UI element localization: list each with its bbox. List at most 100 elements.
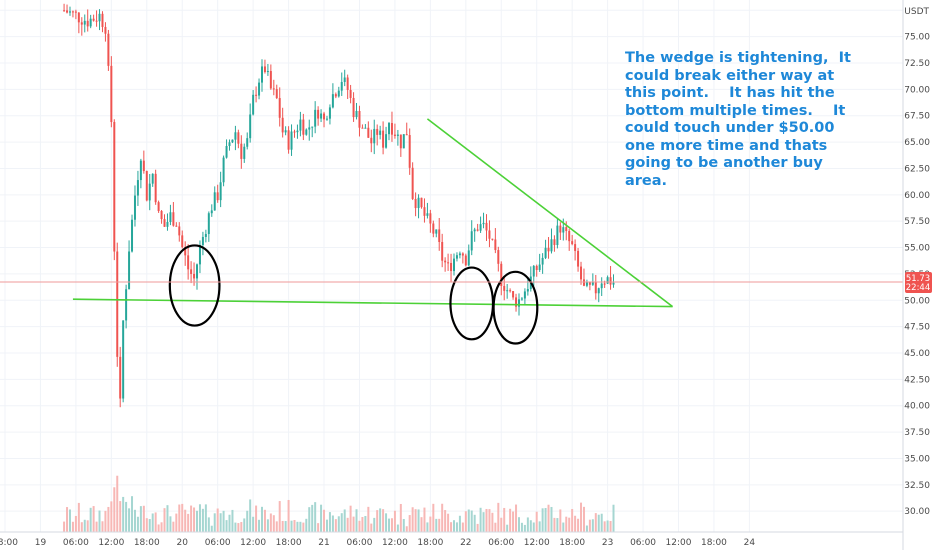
candle-body xyxy=(142,160,145,172)
candle-body xyxy=(467,250,470,266)
candle-body xyxy=(157,202,160,212)
volume-bar xyxy=(334,519,337,532)
volume-bar xyxy=(142,505,145,532)
volume-bar xyxy=(74,515,77,532)
volume-bar xyxy=(565,516,568,532)
volume-bar xyxy=(435,518,438,532)
volume-bar xyxy=(343,509,346,532)
volume-bar xyxy=(515,504,518,532)
x-tick-label: 12:00 xyxy=(524,538,550,548)
candle-body xyxy=(432,223,435,234)
y-tick-label: 72.50 xyxy=(904,59,930,69)
volume-bar xyxy=(133,509,136,532)
candle-body xyxy=(444,260,447,263)
volume-bar xyxy=(538,521,541,532)
y-tick-label: 32.50 xyxy=(904,481,930,491)
volume-bar xyxy=(577,518,580,532)
candle-body xyxy=(390,123,393,135)
x-tick-label: 22 xyxy=(460,538,471,548)
candle-body xyxy=(405,134,408,136)
candle-body xyxy=(385,134,388,148)
candle-body xyxy=(225,145,228,158)
volume-bar xyxy=(125,501,128,532)
volume-bar xyxy=(529,520,532,532)
candle-body xyxy=(453,258,455,272)
candle-body xyxy=(577,250,580,267)
candle-body xyxy=(547,247,550,252)
candle-body xyxy=(455,255,458,259)
candle-body xyxy=(101,13,104,27)
volume-bar xyxy=(458,515,461,532)
candle-body xyxy=(588,281,591,285)
candle-body xyxy=(517,299,520,307)
candle-body xyxy=(328,107,331,119)
y-tick-label: 55.00 xyxy=(904,244,930,254)
candle-body xyxy=(278,98,281,118)
candle-body xyxy=(249,114,252,139)
volume-bar xyxy=(302,522,305,532)
volume-bar xyxy=(311,504,314,532)
candle-body xyxy=(172,212,175,226)
volume-bar xyxy=(305,518,308,532)
candle-body xyxy=(175,225,178,227)
volume-bar xyxy=(506,524,509,532)
volume-bar xyxy=(184,509,187,532)
volume-bar xyxy=(385,513,388,532)
volume-bar xyxy=(222,510,225,532)
volume-bar xyxy=(497,502,500,532)
candle-body xyxy=(553,239,556,246)
candle-body xyxy=(240,143,243,159)
volume-bar xyxy=(119,501,122,532)
candle-body xyxy=(556,225,559,246)
candle-body xyxy=(92,18,95,21)
volume-bar xyxy=(263,509,266,532)
candle-body xyxy=(266,71,269,73)
volume-bar xyxy=(444,510,447,532)
candle-body xyxy=(500,263,503,286)
candle-body xyxy=(571,241,574,245)
candle-body xyxy=(435,229,438,234)
y-tick-label: 60.00 xyxy=(904,191,930,201)
volume-bar xyxy=(464,511,467,532)
candle-body xyxy=(213,192,216,211)
y-tick-label: 50.00 xyxy=(904,296,930,306)
candle-body xyxy=(63,10,66,12)
volume-bar xyxy=(95,521,98,532)
volume-bar xyxy=(568,517,571,532)
volume-bar xyxy=(453,520,455,532)
volume-bar xyxy=(317,523,320,532)
volume-bar xyxy=(260,506,263,532)
candle-body xyxy=(116,251,119,357)
candle-body xyxy=(293,131,296,133)
x-tick-label: 18:00 xyxy=(559,538,585,548)
candle-body xyxy=(125,289,128,321)
candle-body xyxy=(193,273,196,279)
candle-body xyxy=(479,224,482,231)
volume-bar xyxy=(411,507,414,532)
x-tick-label: 06:00 xyxy=(630,538,656,548)
candle-body xyxy=(476,229,479,231)
volume-bar xyxy=(166,505,169,532)
candle-body xyxy=(178,226,181,236)
volume-bar xyxy=(228,514,231,532)
candle-body xyxy=(299,119,302,131)
candle-body xyxy=(83,20,86,25)
candle-body xyxy=(582,279,585,286)
candle-body xyxy=(305,129,308,135)
volume-bar xyxy=(86,520,89,532)
volume-bar xyxy=(382,509,385,532)
candle-body xyxy=(538,264,541,271)
volume-bar xyxy=(550,506,553,532)
volume-bar xyxy=(181,503,184,532)
candle-body xyxy=(402,134,405,149)
volume-bars xyxy=(63,475,615,532)
candle-body xyxy=(497,250,500,264)
candle-body xyxy=(503,285,506,291)
x-tick-label: 21 xyxy=(318,538,329,548)
volume-bar xyxy=(532,522,535,532)
volume-bar xyxy=(131,496,134,532)
candle-body xyxy=(606,277,609,284)
candle-body xyxy=(438,229,441,242)
volume-bar xyxy=(231,509,234,532)
